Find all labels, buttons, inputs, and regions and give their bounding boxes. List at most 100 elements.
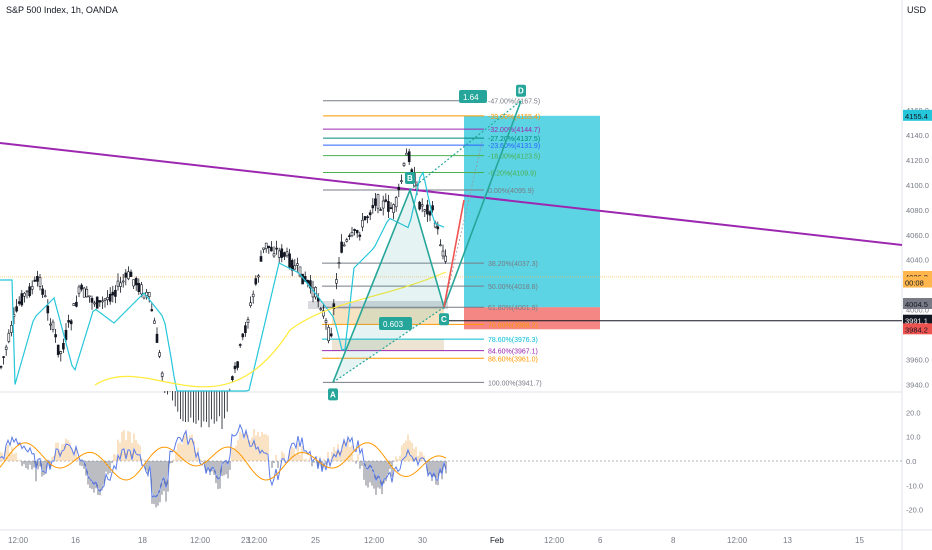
candle-body [150,309,154,312]
fib-level-label: 78.60%(3976.3) [488,337,538,344]
candle-body [355,230,359,234]
oscillator-line-fast [0,423,447,499]
pattern-point-label: C [441,315,447,324]
time-tick-label: 6 [598,536,603,545]
candle-body [251,293,255,298]
price-tag [903,323,932,335]
price-tag-label: 3991.1 [905,317,928,326]
candle-body [30,286,34,290]
position-stop-zone [464,307,600,330]
candle-body [400,180,403,182]
fib-level-label: -27.20%(4137.5) [488,136,540,143]
candle-body [288,253,291,268]
candle-body [324,320,328,323]
candle-body [387,201,390,212]
oscillator-tick-label: -10.0 [906,481,923,490]
candle-body [322,310,325,317]
candle-body [236,361,239,368]
candle-body [392,204,395,213]
candle-body [270,246,273,252]
candle-body [340,241,343,253]
moving-average-slow [94,271,447,388]
candle-body [296,263,299,266]
candle-body [69,320,73,325]
position-target-zone [464,115,600,308]
candle-body [275,247,278,250]
price-tag-label: 00:08 [905,279,924,288]
fib-level-label: 38.20%(4037.3) [488,261,538,268]
candle-body [111,291,115,296]
candle-body [43,295,47,298]
candle-body [283,252,286,257]
candle-body [51,321,55,330]
fib-level-label: 50.00%(4018.8) [488,284,538,291]
oscillator-histogram [0,429,447,508]
moving-average-fast [0,171,445,392]
time-tick-label: 12:00 [364,536,385,545]
candle-body [389,207,393,209]
candle-body [98,300,102,303]
candle-body [17,301,21,304]
candle-body [342,244,346,247]
candle-body [56,344,60,355]
price-tag [903,314,932,326]
price-tick-label: 3960.0 [906,356,929,365]
price-tick-label: 4100.0 [906,181,929,190]
time-tick-label: 12:00 [247,536,268,545]
candle-body [366,216,369,219]
candle-body [233,365,237,370]
candle-body [298,266,302,277]
pattern-point-label: D [518,87,524,96]
candle-body [439,244,442,247]
candle-body [72,303,76,306]
price-tag-label: 4155.4 [905,112,928,121]
candle-body [101,300,104,303]
candle-body [15,306,18,312]
candle-body [36,275,39,282]
candle-body [293,265,297,270]
currency-label: USD [906,5,926,15]
fib-level-label: 61.80%(4001.9) [488,305,538,312]
candle-body [319,308,323,311]
candle-body [337,262,341,264]
candle-body [428,211,432,216]
candle-body [348,235,351,237]
candle-body [132,279,135,287]
candle-body [358,234,362,237]
candle-body [290,260,294,271]
candle-body [137,282,141,293]
candle-body [441,250,445,257]
candle-body [249,302,252,307]
price-tick-label: 3940.0 [906,380,929,389]
candle-body [267,245,271,248]
pattern-fill [333,190,444,383]
candle-body [285,251,289,257]
fib-level-label: -18.00%(4123.5) [488,154,540,161]
candle-body [381,200,385,209]
candle-body [345,239,349,242]
time-tick-label: 15 [855,536,864,545]
fib-level-label: 100.00%(3941.7) [488,380,542,387]
candle-body [444,255,447,262]
candle-body [88,295,91,298]
candle-body [59,351,63,354]
candle-body [46,305,50,314]
candle-body [374,198,377,206]
fib-level-label: -32.00%(4144.7) [488,127,540,134]
candle-body [277,250,281,258]
candle-body [155,333,159,343]
pattern-point-marker [439,313,449,326]
zone-highlight [308,301,448,310]
candle-body [106,297,109,300]
candle-body [28,286,31,297]
pattern-point-marker [328,388,338,401]
time-tick-label: 8 [671,536,676,545]
time-tick-label: 16 [71,536,80,545]
chart-title: S&P 500 Index, 1h, OANDA [6,5,118,15]
fib-level-label: 88.60%(3961.0) [488,356,538,363]
candle-body [75,301,78,307]
ratio-label: 0.603 [383,320,404,329]
candle-body [2,356,5,358]
candle-body [436,226,440,230]
